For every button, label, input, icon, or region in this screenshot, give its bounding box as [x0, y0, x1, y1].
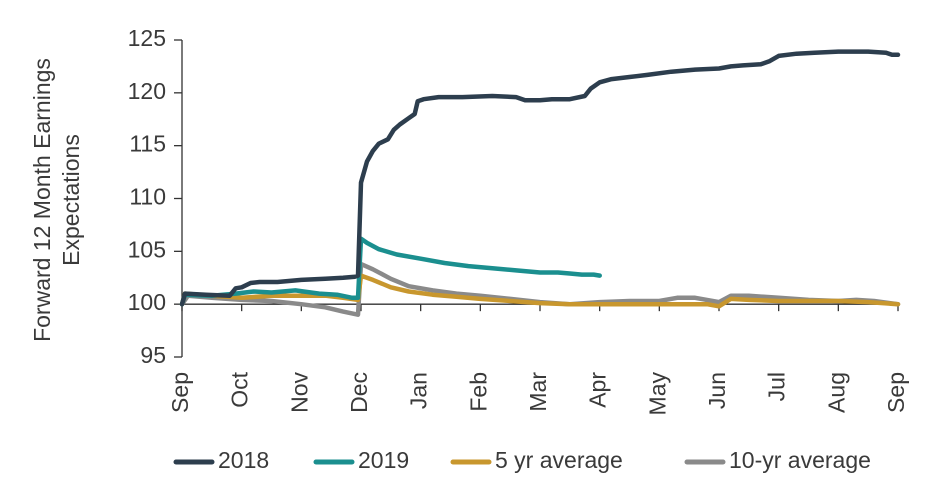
x-tick-label: Mar [525, 372, 551, 412]
y-tick-label: 95 [140, 342, 166, 368]
x-tick-label: Jul [764, 372, 790, 401]
series-line-2018 [179, 49, 901, 307]
legend-label: 2018 [218, 447, 269, 473]
x-tick-label: Sep [167, 372, 193, 413]
legend-label: 2019 [358, 447, 409, 473]
y-axis-title: Forward 12 Month Earnings Expectations [29, 58, 84, 342]
x-tick-label: Oct [227, 371, 253, 407]
x-axis-ticks: Sep Oct Nov Dec Jan Feb Mar Apr May Jun Jul Aug Sep [167, 304, 909, 415]
legend: 2018 2019 5 yr average 10-yr average [173, 447, 871, 473]
legend-label: 10-yr average [729, 447, 871, 473]
x-tick-label: Jan [406, 372, 432, 409]
y-tick-label: 100 [128, 289, 166, 315]
series-line-5-yr-average [179, 273, 901, 309]
series-line-2019 [179, 236, 602, 307]
x-tick-label: Apr [585, 372, 611, 408]
y-axis-ticks: 95 100 105 110 115 120 125 [128, 25, 182, 368]
x-tick-label: May [644, 372, 670, 416]
y-tick-label: 110 [129, 184, 166, 210]
y-tick-label: 105 [128, 236, 166, 262]
y-axis-title-line: Forward 12 Month Earnings [29, 58, 55, 342]
x-tick-label: Aug [823, 372, 849, 413]
y-tick-label: 115 [129, 131, 166, 157]
x-tick-label: Jun [704, 372, 730, 409]
x-tick-label: Nov [286, 372, 312, 413]
x-tick-label: Feb [465, 372, 491, 412]
legend-label: 5 yr average [495, 447, 623, 473]
series-lines [179, 49, 901, 317]
y-tick-label: 125 [128, 25, 166, 51]
y-tick-label: 120 [128, 78, 166, 104]
x-tick-label: Dec [346, 372, 372, 413]
x-tick-label: Sep [883, 372, 909, 413]
y-axis-title-line: Expectations [58, 134, 84, 266]
